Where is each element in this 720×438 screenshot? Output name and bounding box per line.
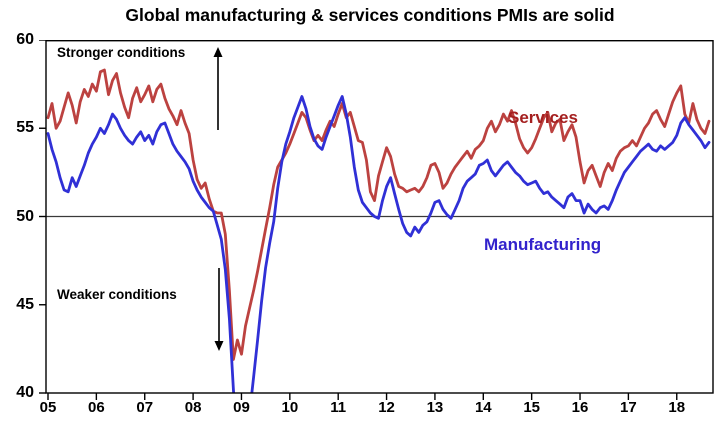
manufacturing-line (46, 95, 711, 393)
x-tick-label: 18 (668, 399, 686, 416)
x-tick-label: 13 (426, 399, 444, 416)
y-tick-label: 60 (16, 31, 34, 48)
x-tick-label: 11 (330, 399, 347, 416)
y-tick-label: 55 (16, 119, 34, 137)
services-line (46, 68, 711, 361)
stronger-conditions-arrow-head (213, 47, 223, 57)
chart-title: Global manufacturing & services conditio… (125, 5, 615, 25)
x-tick-label: 05 (39, 399, 57, 416)
services-series-label: Services (508, 108, 578, 127)
x-tick-label: 16 (571, 399, 589, 416)
annotation-weaker-conditions: Weaker conditions (57, 287, 177, 302)
x-tick-label: 14 (474, 399, 492, 416)
annotation-stronger-conditions: Stronger conditions (57, 45, 186, 60)
x-tick-label: 10 (281, 399, 299, 416)
y-tick-label: 50 (16, 207, 34, 225)
y-tick-label: 45 (16, 295, 34, 313)
manufacturing-series-label: Manufacturing (484, 235, 602, 254)
y-tick-label: 40 (16, 384, 34, 401)
x-tick-label: 12 (378, 399, 395, 416)
x-tick-label: 07 (136, 399, 154, 416)
x-tick-label: 09 (233, 399, 250, 416)
x-tick-label: 17 (620, 399, 637, 416)
y-axis-labels: 60 55 50 45 40 (0, 31, 36, 420)
weaker-conditions-arrow-head (214, 341, 224, 351)
x-tick-label: 15 (523, 399, 540, 416)
x-tick-label: 08 (184, 399, 202, 416)
x-tick-label: 06 (88, 399, 105, 416)
plot-area (39, 40, 714, 400)
x-axis-labels: 05 06 07 08 09 10 11 12 13 14 15 16 17 18 (30, 399, 720, 421)
